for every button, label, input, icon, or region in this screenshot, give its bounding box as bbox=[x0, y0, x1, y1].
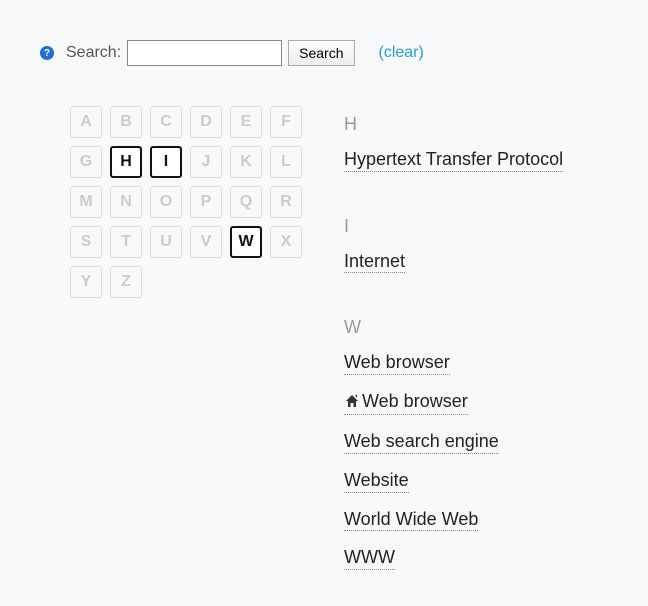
results-panel: H Hypertext Transfer Protocol I Internet W We… bbox=[344, 106, 563, 586]
section-letter-i: I bbox=[344, 216, 563, 237]
alpha-letter-a: A bbox=[70, 106, 102, 138]
alpha-letter-f: F bbox=[270, 106, 302, 138]
section-letter-h: H bbox=[344, 114, 563, 135]
alpha-letter-l: L bbox=[270, 146, 302, 178]
alpha-letter-h[interactable]: H bbox=[110, 146, 142, 178]
entry-link[interactable]: Internet bbox=[344, 251, 405, 274]
alpha-letter-e: E bbox=[230, 106, 262, 138]
alpha-letter-p: P bbox=[190, 186, 222, 218]
alphabet-index: ABCDEF GHIJKL MNOPQR STUVWX YZ bbox=[70, 106, 302, 298]
alpha-letter-o: O bbox=[150, 186, 182, 218]
alpha-letter-x: X bbox=[270, 226, 302, 258]
alpha-letter-v: V bbox=[190, 226, 222, 258]
alpha-letter-y: Y bbox=[70, 266, 102, 298]
section-i: I Internet bbox=[344, 216, 563, 290]
alpha-letter-w[interactable]: W bbox=[230, 226, 262, 258]
search-label: Search: bbox=[66, 44, 121, 62]
alpha-letter-m: M bbox=[70, 186, 102, 218]
search-row: ? Search: Search (clear) bbox=[40, 40, 608, 66]
section-letter-w: W bbox=[344, 317, 563, 338]
alpha-letter-q: Q bbox=[230, 186, 262, 218]
alpha-letter-u: U bbox=[150, 226, 182, 258]
alpha-letter-i[interactable]: I bbox=[150, 146, 182, 178]
entry-link[interactable]: Web browser bbox=[344, 391, 468, 416]
help-icon[interactable]: ? bbox=[40, 46, 54, 60]
alpha-letter-r: R bbox=[270, 186, 302, 218]
home-icon bbox=[344, 393, 360, 415]
section-h: H Hypertext Transfer Protocol bbox=[344, 114, 563, 188]
alpha-letter-j: J bbox=[190, 146, 222, 178]
alpha-letter-d: D bbox=[190, 106, 222, 138]
entry-link[interactable]: Web search engine bbox=[344, 431, 499, 454]
search-input[interactable] bbox=[127, 40, 282, 66]
entry-link[interactable]: World Wide Web bbox=[344, 509, 478, 532]
alpha-letter-s: S bbox=[70, 226, 102, 258]
alpha-letter-t: T bbox=[110, 226, 142, 258]
entry-link[interactable]: Hypertext Transfer Protocol bbox=[344, 149, 563, 172]
alpha-letter-b: B bbox=[110, 106, 142, 138]
alpha-letter-g: G bbox=[70, 146, 102, 178]
entry-link[interactable]: Website bbox=[344, 470, 409, 493]
search-button[interactable]: Search bbox=[288, 40, 354, 66]
entry-link[interactable]: WWW bbox=[344, 547, 395, 570]
clear-link[interactable]: (clear) bbox=[379, 44, 424, 62]
alpha-letter-c: C bbox=[150, 106, 182, 138]
alpha-letter-k: K bbox=[230, 146, 262, 178]
alpha-letter-n: N bbox=[110, 186, 142, 218]
alpha-letter-z: Z bbox=[110, 266, 142, 298]
entry-link[interactable]: Web browser bbox=[344, 352, 450, 375]
section-w: W Web browser Web browser Web search engine… bbox=[344, 317, 563, 586]
